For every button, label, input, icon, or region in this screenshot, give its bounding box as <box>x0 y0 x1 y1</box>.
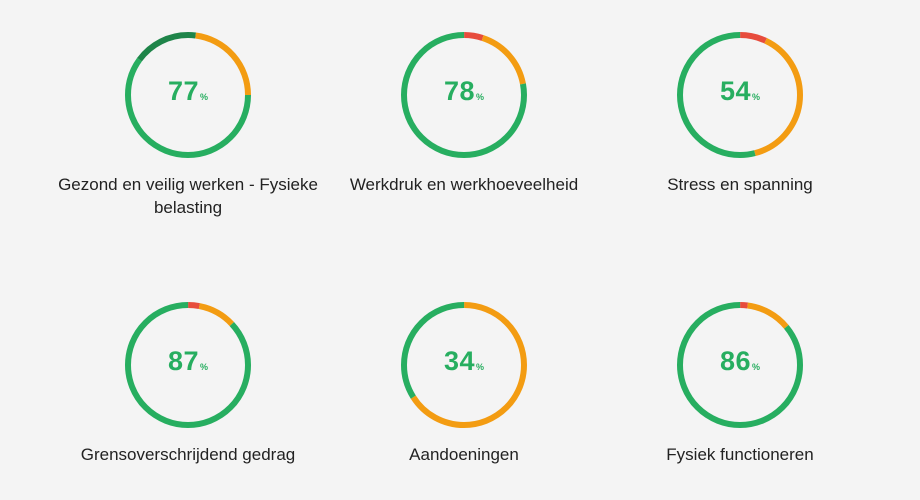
percent-sign: % <box>476 362 485 372</box>
donut-ring <box>677 32 803 158</box>
percent-sign: % <box>752 362 761 372</box>
donut-chart: 86% <box>675 300 805 430</box>
donut-segment-green <box>677 302 803 428</box>
donut-segment-dark-green <box>125 32 251 158</box>
donut-segment-orange <box>401 302 527 428</box>
metric-number: 78 <box>443 76 476 106</box>
metric-label: Grensoverschrijdend gedrag <box>80 445 296 464</box>
metric-label: Aandoeningen <box>409 445 519 464</box>
metric-label: Werkdruk en werkhoeveelheid <box>349 175 579 194</box>
donut-chart: 34% <box>399 300 529 430</box>
metric-value: 86% <box>675 348 805 375</box>
donut-chart: 78% <box>399 30 529 160</box>
metric-label: Gezond en veilig werken - Fysieke belast… <box>58 175 318 217</box>
metric-number: 87 <box>167 346 200 376</box>
donut-segment-green <box>677 32 803 158</box>
metric-number: 54 <box>719 76 752 106</box>
donut-ring <box>401 302 527 428</box>
donut-segment-orange <box>677 32 803 158</box>
metric-value: 78% <box>399 78 529 105</box>
metric-value: 87% <box>123 348 253 375</box>
percent-sign: % <box>200 362 209 372</box>
donut-chart: 77% <box>123 30 253 160</box>
metric-value: 34% <box>399 348 529 375</box>
metric-number: 86 <box>719 346 752 376</box>
donut-segment-green <box>125 302 251 428</box>
metric-value: 77% <box>123 78 253 105</box>
donut-segment-green <box>401 302 527 428</box>
donut-ring <box>125 32 251 158</box>
metric-label: Stress en spanning <box>667 175 813 194</box>
donut-ring <box>677 302 803 428</box>
donut-segment-orange <box>125 32 251 158</box>
donut-chart: 87% <box>123 300 253 430</box>
donut-ring <box>125 302 251 428</box>
donut-segment-green <box>401 32 527 158</box>
metric-number: 77 <box>167 76 200 106</box>
percent-sign: % <box>476 92 485 102</box>
metric-number: 34 <box>443 346 476 376</box>
donut-ring <box>401 32 527 158</box>
metric-value: 54% <box>675 78 805 105</box>
metric-label: Fysiek functioneren <box>666 445 814 464</box>
percent-sign: % <box>200 92 209 102</box>
donut-chart: 54% <box>675 30 805 160</box>
percent-sign: % <box>752 92 761 102</box>
